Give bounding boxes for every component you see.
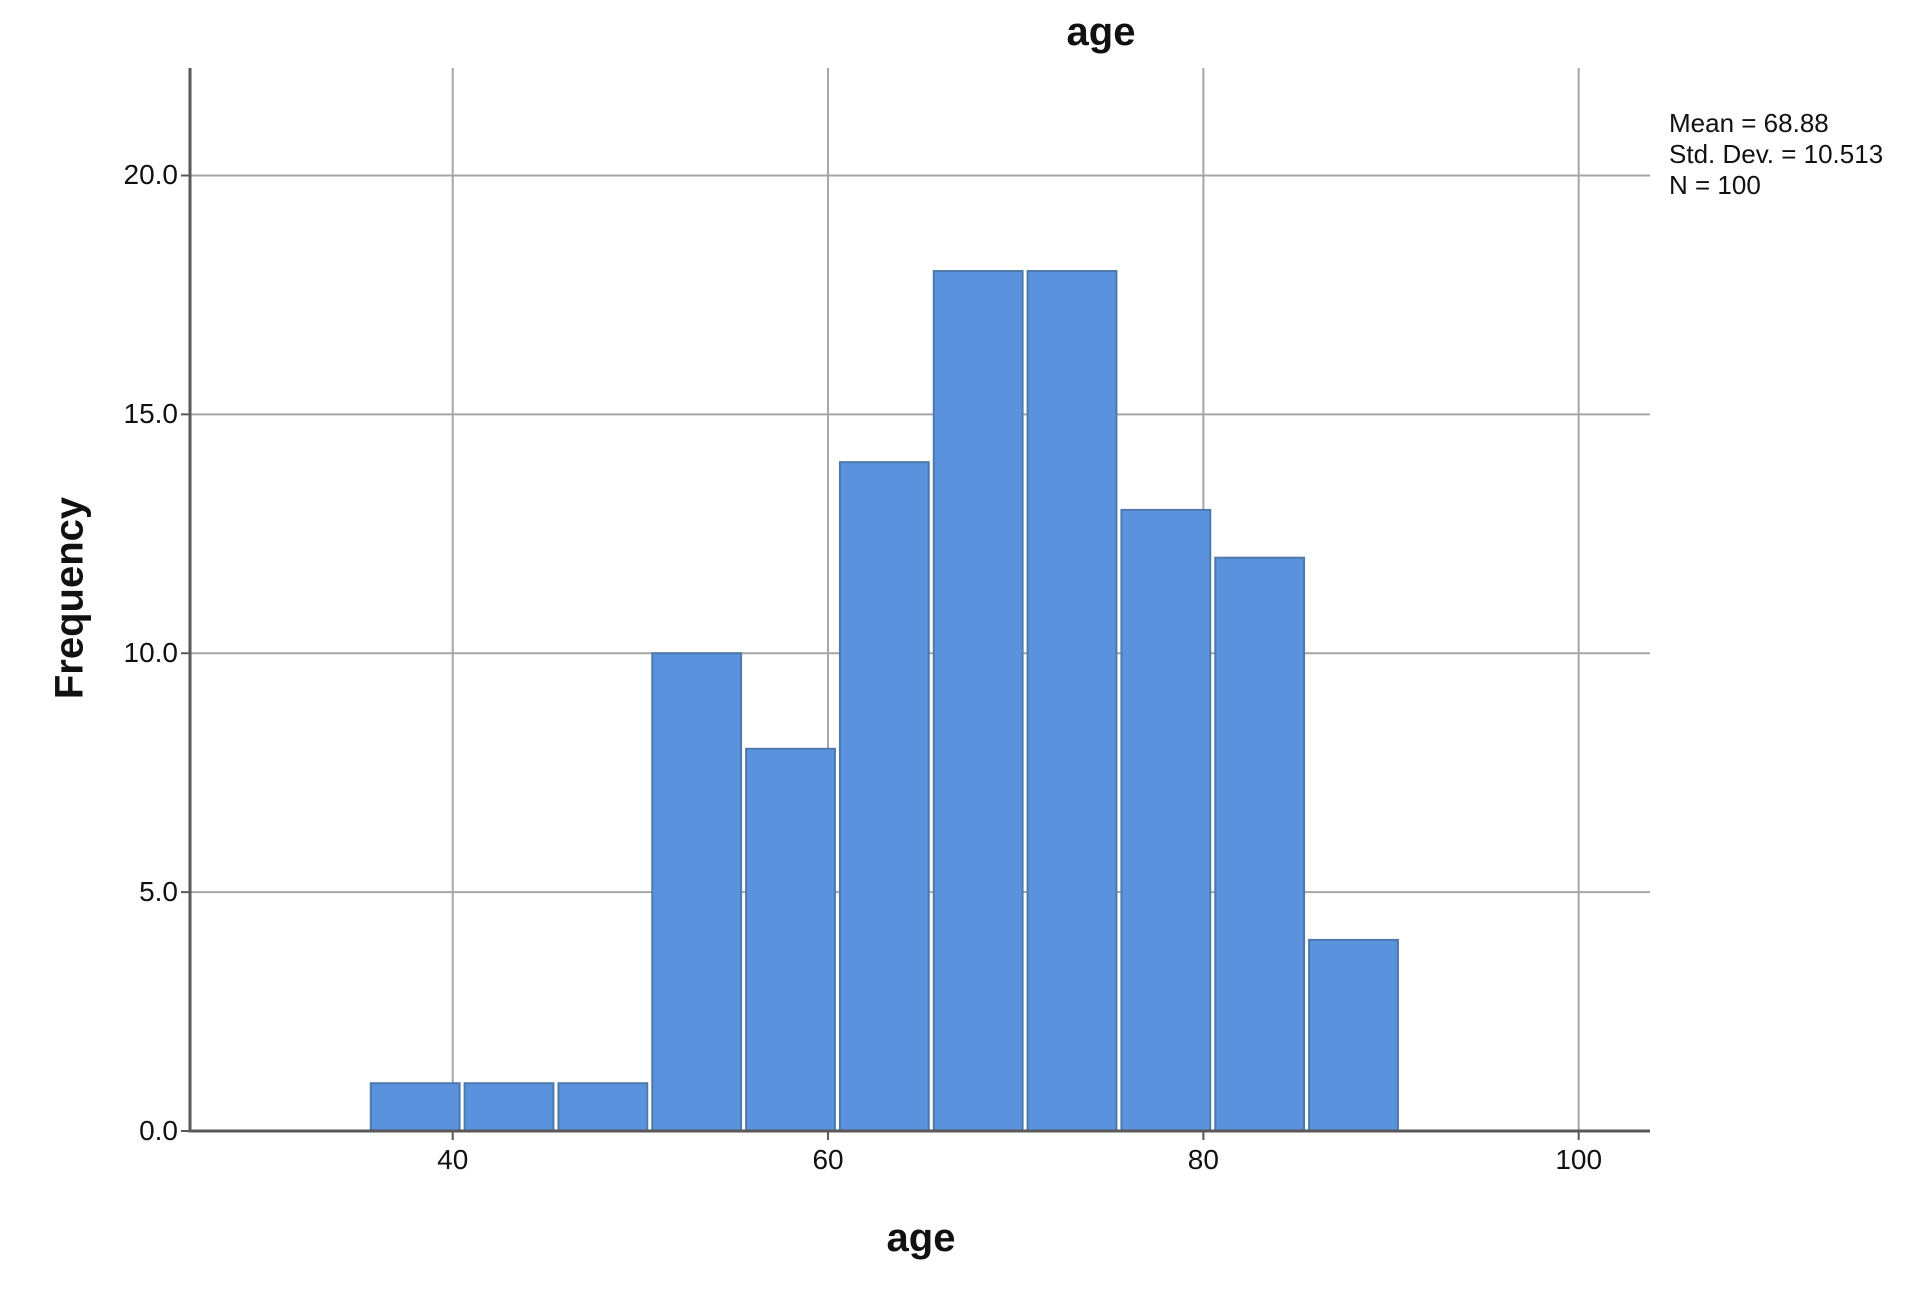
- histogram-bar: [463, 1082, 555, 1133]
- stats-annotation: Mean = 68.88 Std. Dev. = 10.513 N = 100: [1669, 108, 1883, 201]
- stat-stddev: Std. Dev. = 10.513: [1669, 139, 1884, 169]
- histogram-bar: [745, 747, 836, 1132]
- y-tick-label: 10.0: [123, 637, 179, 669]
- histogram-bar: [838, 461, 930, 1132]
- y-tick-label: 15.0: [123, 398, 179, 430]
- x-axis-label: age: [886, 1216, 956, 1260]
- histogram-bar: [557, 1082, 649, 1133]
- x-tick-label: 100: [1555, 1144, 1603, 1175]
- stat-n: N = 100: [1669, 170, 1761, 200]
- x-tick-label: 40: [437, 1144, 469, 1175]
- y-tick-label: 0.0: [139, 1115, 178, 1146]
- y-tick-label: 5.0: [139, 876, 178, 908]
- stat-mean: Mean = 68.88: [1669, 108, 1829, 138]
- histogram-bar: [1308, 938, 1399, 1132]
- y-tick-label: 20.0: [123, 159, 179, 191]
- histogram-bar: [932, 270, 1024, 1133]
- histogram-bar: [1026, 270, 1118, 1133]
- histogram-bar: [369, 1082, 461, 1133]
- histogram-bar: [651, 652, 743, 1132]
- histogram-bar: [1120, 508, 1212, 1133]
- x-tick-label: 60: [812, 1144, 844, 1175]
- histogram-bar: [1214, 556, 1306, 1132]
- chart-title: age: [1066, 10, 1136, 54]
- x-tick-label: 80: [1187, 1144, 1219, 1175]
